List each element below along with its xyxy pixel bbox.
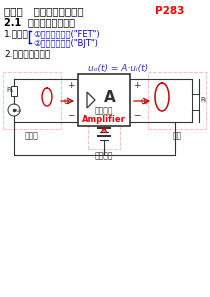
Text: uₒ(t) = A·uᵢ(t): uₒ(t) = A·uᵢ(t) [88, 64, 148, 73]
Text: +: + [133, 81, 140, 90]
Text: 直流电源: 直流电源 [95, 151, 113, 160]
Text: uₛ: uₛ [15, 108, 21, 113]
Text: uᵢ: uᵢ [64, 97, 70, 105]
Text: Rₛ: Rₛ [6, 87, 13, 93]
Text: Rₗ: Rₗ [200, 97, 206, 103]
Text: ①场效应晶体管("FET"): ①场效应晶体管("FET") [33, 29, 100, 38]
Bar [88, 125, 120, 149]
Text: 第二章   基本放大电路分析: 第二章 基本放大电路分析 [4, 6, 84, 16]
Text: Amplifier: Amplifier [82, 115, 126, 124]
Bar [11, 86, 17, 96]
Bar [148, 72, 206, 129]
Text: 信号源: 信号源 [25, 131, 39, 140]
Text: P283: P283 [155, 6, 184, 16]
Text: 放大电路: 放大电路 [95, 107, 113, 116]
Text: A: A [104, 91, 116, 105]
Text: uₒ: uₒ [140, 97, 148, 105]
Bar [3, 72, 61, 129]
Bar [78, 74, 130, 126]
Text: ②双极型晶体管("BJT"): ②双极型晶体管("BJT") [33, 39, 98, 48]
Text: +: + [67, 81, 75, 90]
Text: 负载: 负载 [172, 131, 182, 140]
Text: 1.管子：: 1.管子： [4, 29, 29, 38]
Text: 2.放大电路构成：: 2.放大电路构成： [4, 49, 50, 58]
Bar [192, 94, 199, 110]
Text: −: − [67, 110, 75, 119]
Text: −: − [133, 110, 140, 119]
Text: 2.1  放大电路基本概念: 2.1 放大电路基本概念 [4, 17, 75, 27]
